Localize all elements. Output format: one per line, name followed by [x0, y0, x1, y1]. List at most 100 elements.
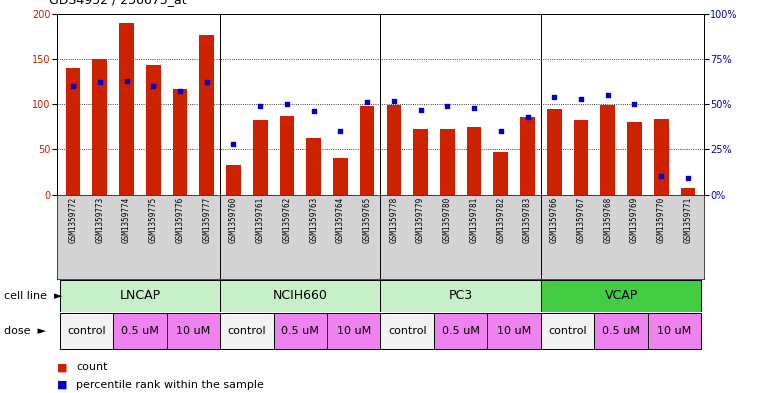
- Text: GSM1359765: GSM1359765: [363, 197, 371, 243]
- Text: GSM1359777: GSM1359777: [202, 197, 212, 243]
- Bar: [360, 106, 374, 195]
- Text: 10 uM: 10 uM: [497, 326, 531, 336]
- Text: PC3: PC3: [449, 289, 473, 302]
- Bar: [594, 313, 648, 349]
- Bar: [654, 119, 668, 195]
- Text: GSM1359779: GSM1359779: [416, 197, 425, 243]
- Text: control: control: [548, 326, 587, 336]
- Point: [521, 114, 533, 120]
- Bar: [220, 280, 380, 312]
- Point: [147, 83, 159, 89]
- Bar: [521, 117, 535, 195]
- Bar: [387, 105, 401, 195]
- Text: percentile rank within the sample: percentile rank within the sample: [76, 380, 264, 390]
- Text: cell line  ►: cell line ►: [4, 291, 62, 301]
- Text: GSM1359771: GSM1359771: [683, 197, 693, 243]
- Bar: [119, 23, 134, 195]
- Point: [468, 105, 480, 111]
- Bar: [648, 313, 701, 349]
- Bar: [113, 313, 167, 349]
- Point: [441, 103, 454, 109]
- Bar: [226, 165, 240, 195]
- Bar: [146, 65, 161, 195]
- Bar: [493, 152, 508, 195]
- Bar: [413, 129, 428, 195]
- Point: [655, 173, 667, 180]
- Text: GSM1359774: GSM1359774: [122, 197, 131, 243]
- Point: [307, 108, 320, 114]
- Bar: [627, 122, 642, 195]
- Text: GSM1359766: GSM1359766: [549, 197, 559, 243]
- Text: 10 uM: 10 uM: [336, 326, 371, 336]
- Point: [334, 128, 346, 134]
- Text: GSM1359775: GSM1359775: [149, 197, 158, 243]
- Text: VCAP: VCAP: [604, 289, 638, 302]
- Point: [548, 94, 560, 100]
- Bar: [541, 313, 594, 349]
- Text: GSM1359764: GSM1359764: [336, 197, 345, 243]
- Point: [94, 79, 106, 86]
- Text: 10 uM: 10 uM: [177, 326, 211, 336]
- Text: ■: ■: [57, 380, 68, 390]
- Bar: [487, 313, 541, 349]
- Text: 0.5 uM: 0.5 uM: [282, 326, 320, 336]
- Bar: [199, 35, 214, 195]
- Bar: [253, 120, 268, 195]
- Bar: [307, 138, 321, 195]
- Text: control: control: [388, 326, 427, 336]
- Text: 0.5 uM: 0.5 uM: [441, 326, 479, 336]
- Point: [629, 101, 641, 107]
- Point: [228, 141, 240, 147]
- Bar: [60, 280, 220, 312]
- Text: GSM1359761: GSM1359761: [256, 197, 265, 243]
- Bar: [65, 68, 81, 195]
- Bar: [440, 129, 454, 195]
- Bar: [333, 158, 348, 195]
- Point: [388, 97, 400, 104]
- Bar: [279, 116, 295, 195]
- Point: [495, 128, 507, 134]
- Bar: [547, 108, 562, 195]
- Point: [415, 107, 427, 113]
- Bar: [380, 313, 434, 349]
- Text: dose  ►: dose ►: [4, 326, 46, 336]
- Text: 0.5 uM: 0.5 uM: [602, 326, 640, 336]
- Point: [120, 77, 132, 84]
- Text: GSM1359780: GSM1359780: [443, 197, 452, 243]
- Text: GSM1359769: GSM1359769: [630, 197, 639, 243]
- Text: GSM1359768: GSM1359768: [603, 197, 612, 243]
- Bar: [600, 105, 615, 195]
- Point: [682, 175, 694, 182]
- Text: LNCAP: LNCAP: [119, 289, 161, 302]
- Bar: [60, 313, 113, 349]
- Text: GSM1359772: GSM1359772: [68, 197, 78, 243]
- Bar: [541, 280, 701, 312]
- Bar: [173, 89, 187, 195]
- Text: GSM1359781: GSM1359781: [470, 197, 479, 243]
- Bar: [220, 313, 274, 349]
- Text: NCIH660: NCIH660: [273, 289, 328, 302]
- Bar: [93, 59, 107, 195]
- Text: GSM1359763: GSM1359763: [309, 197, 318, 243]
- Text: GSM1359782: GSM1359782: [496, 197, 505, 243]
- Bar: [434, 313, 487, 349]
- Text: 10 uM: 10 uM: [658, 326, 692, 336]
- Point: [201, 79, 213, 86]
- Bar: [680, 188, 696, 195]
- Text: GSM1359760: GSM1359760: [229, 197, 238, 243]
- Text: control: control: [67, 326, 106, 336]
- Point: [174, 88, 186, 95]
- Point: [281, 101, 293, 107]
- Text: GSM1359776: GSM1359776: [176, 197, 184, 243]
- Text: GSM1359773: GSM1359773: [95, 197, 104, 243]
- Text: count: count: [76, 362, 107, 373]
- Point: [254, 103, 266, 109]
- Bar: [466, 127, 482, 195]
- Bar: [327, 313, 380, 349]
- Point: [602, 92, 614, 98]
- Bar: [167, 313, 220, 349]
- Text: control: control: [228, 326, 266, 336]
- Text: GSM1359762: GSM1359762: [282, 197, 291, 243]
- Text: GSM1359783: GSM1359783: [523, 197, 532, 243]
- Text: ■: ■: [57, 362, 68, 373]
